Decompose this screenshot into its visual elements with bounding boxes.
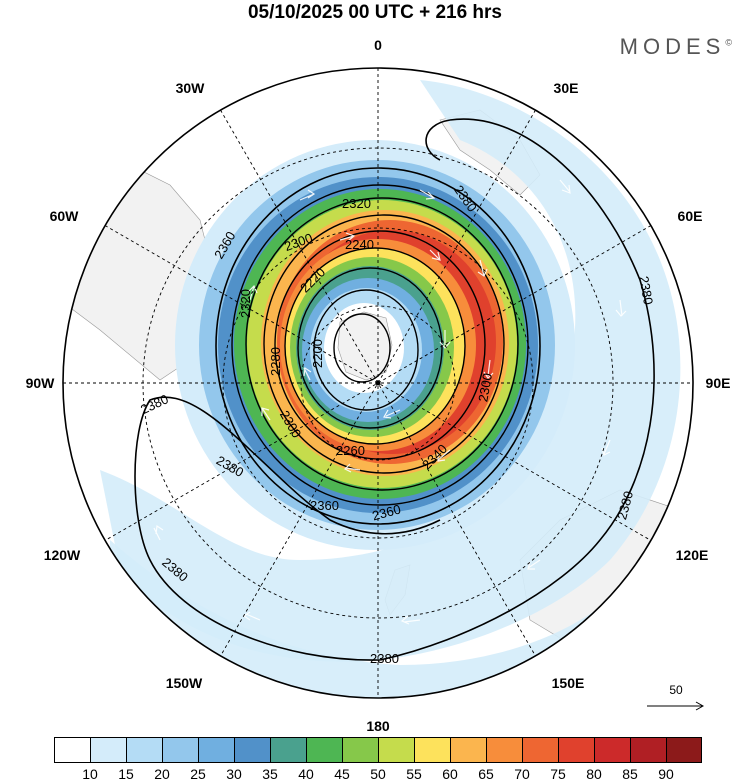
lon-label-120e: 120E: [676, 547, 709, 563]
colorbar-swatch: [666, 737, 702, 763]
polar-map: 2320 2300 2240 2220 2200 2260 2280 2300 …: [26, 37, 731, 734]
lon-label-150e: 150E: [552, 675, 585, 691]
wind-vectors: [153, 179, 627, 625]
south-pole-dot: [375, 380, 381, 386]
antarctica-core-land: [337, 311, 393, 381]
contour-label: 2380: [370, 651, 399, 666]
lon-label-120w: 120W: [44, 547, 81, 563]
colorbar-swatch: [162, 737, 198, 763]
colorbar-label: 50: [370, 766, 386, 782]
contour-label: 2360: [371, 501, 403, 523]
contour-label: 2300: [475, 372, 495, 403]
colorbar: [54, 737, 702, 763]
lon-label-150w: 150W: [166, 675, 203, 691]
colorbar-swatch: [126, 737, 162, 763]
lon-label-90w: 90W: [26, 375, 56, 391]
colorbar-label: 90: [658, 766, 674, 782]
lon-label-30e: 30E: [554, 80, 579, 96]
contour-label: 2360: [310, 498, 339, 513]
colorbar-swatch: [558, 737, 594, 763]
colorbar-label: 25: [190, 766, 206, 782]
colorbar-label: 70: [514, 766, 530, 782]
colorbar-swatch: [270, 737, 306, 763]
contour-2300: [263, 214, 505, 474]
southern-wind-band: [110, 540, 630, 698]
lon-label-60e: 60E: [678, 208, 703, 224]
contour-label: 2200: [310, 339, 325, 368]
colorbar-swatch: [378, 737, 414, 763]
contour-label: 2380: [614, 489, 636, 521]
colorbar-label: 40: [298, 766, 314, 782]
lon-label-0: 0: [374, 37, 382, 53]
contour-2280: [274, 230, 486, 460]
lon-label-30w: 30W: [176, 80, 206, 96]
lon-label-180: 180: [366, 718, 390, 734]
colorbar-swatch: [306, 737, 342, 763]
brand-text: MODES: [619, 34, 726, 59]
graticule: [63, 68, 693, 698]
colorbar-swatch: [450, 737, 486, 763]
contour-label: 2240: [345, 237, 374, 252]
colorbar-label: 80: [586, 766, 602, 782]
contour-label: 2320: [238, 289, 253, 318]
contour-2380-east: [379, 118, 655, 661]
colorbar-label: 45: [334, 766, 350, 782]
contour-2240: [297, 267, 443, 429]
colorbar-label: 55: [406, 766, 422, 782]
copyright-mark: ©: [725, 37, 732, 48]
colorbar-label: 30: [226, 766, 242, 782]
modes-logo: MODES©: [620, 34, 732, 60]
contour-2340: [231, 184, 529, 506]
colorbar-label: 85: [622, 766, 638, 782]
contour-2200: [333, 313, 391, 383]
colorbar-label: 20: [154, 766, 170, 782]
contour-2260: [284, 247, 466, 445]
reference-vector: 50: [646, 683, 706, 713]
colorbar-swatch: [342, 737, 378, 763]
colorbar-swatch: [630, 737, 666, 763]
colorbar-label: 15: [118, 766, 134, 782]
contour-label: 2380: [636, 275, 656, 306]
contour-label: 2260: [336, 443, 365, 458]
colorbar-swatch: [594, 737, 630, 763]
outer-wind-band: [100, 80, 681, 662]
colorbar-label: 75: [550, 766, 566, 782]
contour-2220: [313, 289, 419, 411]
colorbar-swatch: [414, 737, 450, 763]
colorbar-swatch: [522, 737, 558, 763]
colorbar-label: 10: [82, 766, 98, 782]
lon-label-90e: 90E: [706, 375, 731, 391]
map-border: [62, 67, 694, 699]
colorbar-swatch: [234, 737, 270, 763]
reference-vector-label: 50: [669, 683, 683, 697]
colorbar-label: 60: [442, 766, 458, 782]
contour-label: 2280: [268, 347, 283, 376]
contour-label: 2320: [342, 196, 371, 211]
colorbar-swatch: [90, 737, 126, 763]
lon-label-60w: 60W: [50, 208, 80, 224]
contour-2380-east-loop: [425, 119, 451, 161]
contour-2380-west: [134, 396, 441, 661]
reference-arrow-icon: [647, 701, 705, 711]
contour-2320: [245, 197, 519, 491]
colorbar-swatch: [486, 737, 522, 763]
colorbar-label: 35: [262, 766, 278, 782]
colorbar-label: 65: [478, 766, 494, 782]
colorbar-swatch: [54, 737, 90, 763]
colorbar-swatch: [198, 737, 234, 763]
chart-title: 05/10/2025 00 UTC + 216 hrs: [247, 2, 503, 23]
